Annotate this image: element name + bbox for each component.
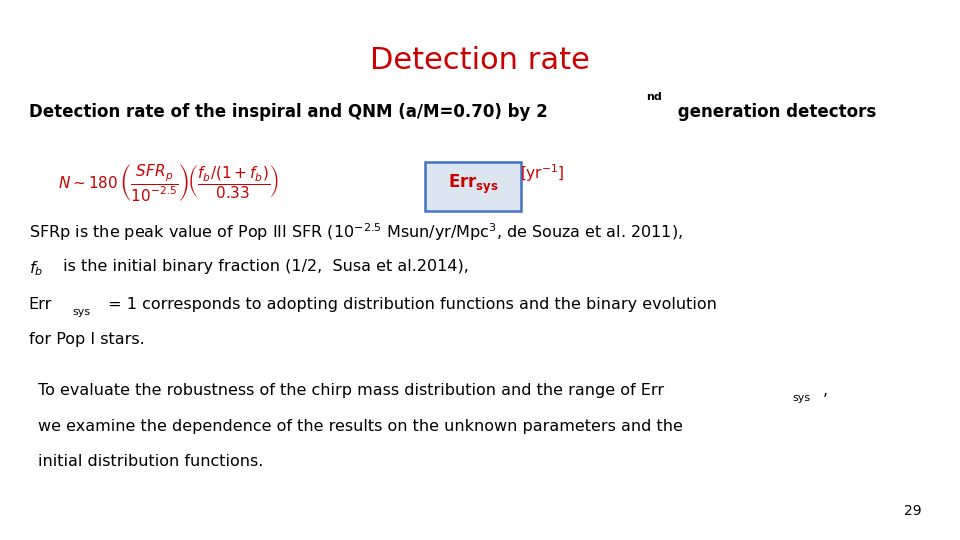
Text: ,: , bbox=[823, 383, 828, 399]
Text: Detection rate: Detection rate bbox=[370, 46, 590, 75]
Text: 29: 29 bbox=[904, 504, 922, 518]
Text: = 1 corresponds to adopting distribution functions and the binary evolution: = 1 corresponds to adopting distribution… bbox=[103, 297, 716, 312]
Text: Err: Err bbox=[29, 297, 52, 312]
Text: $f_b$: $f_b$ bbox=[29, 259, 43, 278]
Text: SFRp is the peak value of Pop III SFR (10$^{-2.5}$ Msun/yr/Mpc$^3$, de Souza et : SFRp is the peak value of Pop III SFR (1… bbox=[29, 221, 683, 243]
FancyBboxPatch shape bbox=[425, 162, 521, 211]
Text: Detection rate of the inspiral and QNM (a/M=0.70) by 2: Detection rate of the inspiral and QNM (… bbox=[29, 103, 547, 120]
Text: $\mathbf{Err}_{\mathbf{sys}}$: $\mathbf{Err}_{\mathbf{sys}}$ bbox=[448, 173, 498, 196]
Text: $\mathit{N}{\sim}180\,\left(\dfrac{SFR_p}{10^{-2.5}}\right)\!\left(\dfrac{f_b/(1: $\mathit{N}{\sim}180\,\left(\dfrac{SFR_p… bbox=[58, 162, 279, 203]
Text: To evaluate the robustness of the chirp mass distribution and the range of Err: To evaluate the robustness of the chirp … bbox=[38, 383, 664, 399]
Text: nd: nd bbox=[647, 92, 662, 102]
Text: [yr$^{-1}$]: [yr$^{-1}$] bbox=[520, 162, 564, 184]
Text: sys: sys bbox=[792, 393, 810, 403]
Text: generation detectors: generation detectors bbox=[672, 103, 876, 120]
Text: we examine the dependence of the results on the unknown parameters and the: we examine the dependence of the results… bbox=[38, 418, 684, 434]
Text: is the initial binary fraction (1/2,  Susa et al.2014),: is the initial binary fraction (1/2, Sus… bbox=[58, 259, 468, 274]
Text: sys: sys bbox=[72, 307, 90, 317]
Text: initial distribution functions.: initial distribution functions. bbox=[38, 454, 264, 469]
Text: for Pop I stars.: for Pop I stars. bbox=[29, 332, 145, 347]
